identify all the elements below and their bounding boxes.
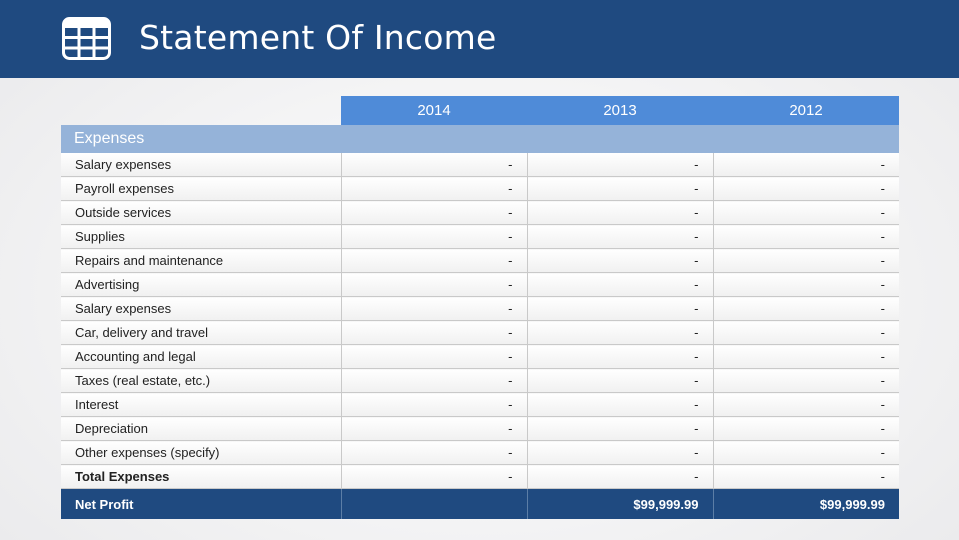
row-value: - [713,272,899,297]
row-value: - [713,248,899,273]
table-row: Advertising - - - [61,272,899,297]
row-value: $99,999.99 [527,488,714,519]
row-value: - [713,416,899,441]
year-header-row: 2014 2013 2012 [61,96,899,125]
row-value: - [341,440,528,465]
year-header: 2012 [713,96,899,125]
row-value: $99,999.99 [713,488,899,519]
table-row: Payroll expenses - - - [61,176,899,201]
row-value: - [341,392,528,417]
row-value: - [713,320,899,345]
row-label: Salary expenses [61,153,342,177]
row-value: - [341,200,528,225]
row-value: - [341,224,528,249]
row-value: - [713,368,899,393]
row-value: - [713,464,899,489]
table-row: Repairs and maintenance - - - [61,248,899,273]
table-row: Other expenses (specify) - - - [61,440,899,465]
row-value: - [527,368,714,393]
row-value: - [527,296,714,321]
row-value [341,488,528,519]
row-value: - [527,344,714,369]
row-value: - [341,464,528,489]
table-row: Interest - - - [61,392,899,417]
row-value: - [527,153,714,177]
table-icon [62,17,111,60]
table-row: Supplies - - - [61,224,899,249]
row-label: Net Profit [61,488,342,519]
row-label: Total Expenses [61,464,342,489]
row-value: - [713,392,899,417]
row-value: - [713,153,899,177]
income-statement-table: 2014 2013 2012 Expenses Salary expenses -… [61,96,899,519]
row-value: - [341,272,528,297]
row-label: Accounting and legal [61,344,342,369]
row-label: Interest [61,392,342,417]
net-profit-row: Net Profit $99,999.99 $99,999.99 [61,488,899,519]
row-label: Salary expenses [61,296,342,321]
row-value: - [527,440,714,465]
table-row: Accounting and legal - - - [61,344,899,369]
row-value: - [527,224,714,249]
year-header: 2013 [527,96,713,125]
row-label: Supplies [61,224,342,249]
row-label: Car, delivery and travel [61,320,342,345]
row-value: - [527,176,714,201]
row-value: - [341,368,528,393]
table-row: Salary expenses - - - [61,153,899,177]
table-row: Salary expenses - - - [61,296,899,321]
row-value: - [341,153,528,177]
row-value: - [713,176,899,201]
row-value: - [341,320,528,345]
year-header: 2014 [341,96,527,125]
row-value: - [713,224,899,249]
table-row: Depreciation - - - [61,416,899,441]
section-row: Expenses [61,125,899,153]
row-value: - [341,344,528,369]
row-label: Payroll expenses [61,176,342,201]
row-value: - [341,248,528,273]
row-value: - [527,272,714,297]
row-value: - [341,416,528,441]
row-value: - [341,296,528,321]
row-label: Depreciation [61,416,342,441]
row-value: - [713,344,899,369]
page-title: Statement Of Income [139,18,497,57]
row-label: Outside services [61,200,342,225]
row-value: - [713,200,899,225]
blank-header-cell [61,96,341,125]
table-row: Taxes (real estate, etc.) - - - [61,368,899,393]
row-label: Advertising [61,272,342,297]
row-value: - [341,176,528,201]
header-bar: Statement Of Income [0,0,959,78]
row-value: - [527,248,714,273]
row-value: - [527,392,714,417]
row-label: Taxes (real estate, etc.) [61,368,342,393]
table-row: Outside services - - - [61,200,899,225]
row-value: - [527,416,714,441]
row-value: - [527,320,714,345]
row-value: - [713,440,899,465]
table-row: Car, delivery and travel - - - [61,320,899,345]
total-expenses-row: Total Expenses - - - [61,464,899,489]
row-value: - [527,464,714,489]
section-label: Expenses [61,125,899,153]
row-value: - [527,200,714,225]
row-label: Repairs and maintenance [61,248,342,273]
row-value: - [713,296,899,321]
row-label: Other expenses (specify) [61,440,342,465]
